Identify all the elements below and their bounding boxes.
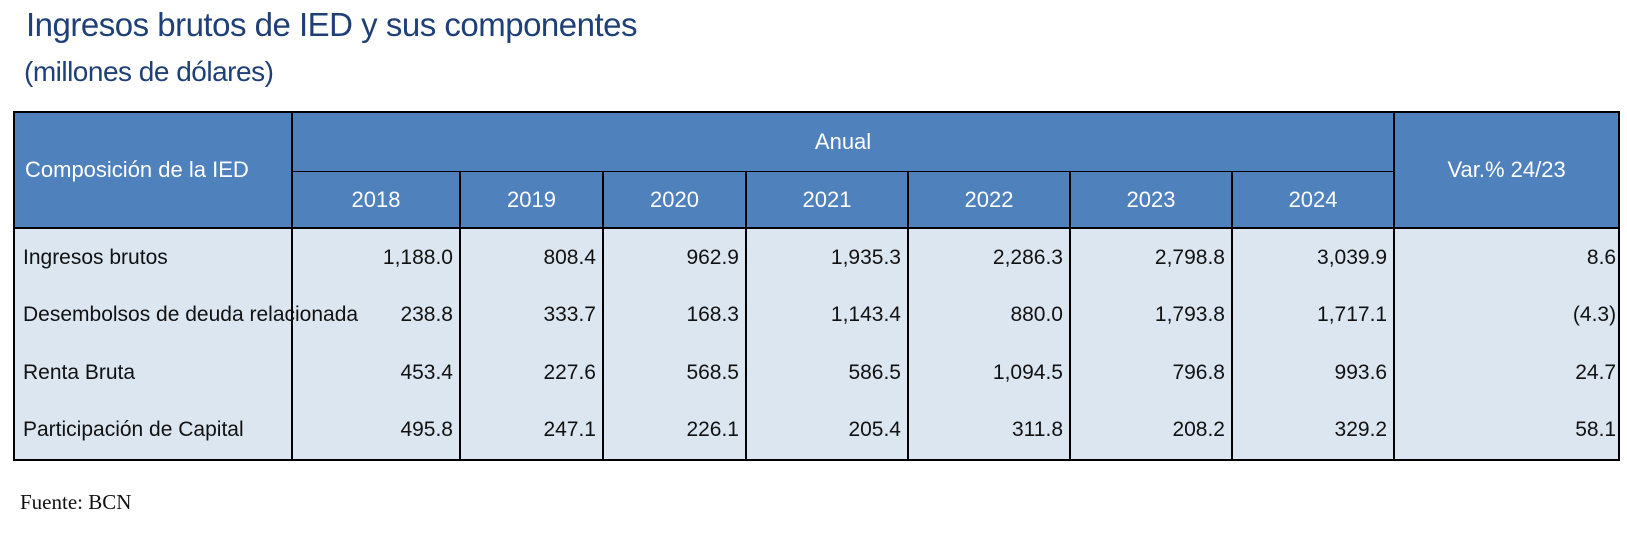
- cell-value-2018: 453.4: [292, 343, 461, 402]
- cell-value-2023: 2,798.8: [1070, 227, 1233, 287]
- table-row: Desembolsos de deuda relacionada 238.8 333…: [14, 286, 1621, 344]
- cell-value-2019: 227.6: [460, 343, 604, 402]
- cell-value-2024: 993.6: [1232, 343, 1396, 402]
- row-label: Desembolsos de deuda relacionada: [14, 286, 358, 344]
- row-label: Participación de Capital: [14, 401, 293, 460]
- cell-value-2020: 568.5: [603, 343, 747, 402]
- data-table: Composición de la IED Anual Var.% 24/23 …: [13, 111, 1621, 461]
- table-row: Renta Bruta 453.4 227.6 568.5 586.5 1,094.5 79…: [14, 343, 1621, 402]
- cell-value-2023: 1,793.8: [1070, 286, 1233, 344]
- cell-var: (4.3): [1394, 286, 1621, 344]
- header-group-label: Anual: [292, 112, 1396, 172]
- cell-value-2022: 311.8: [908, 401, 1071, 460]
- cell-value-2024: 329.2: [1232, 401, 1396, 460]
- cell-var: 8.6: [1394, 227, 1621, 287]
- source-note: Fuente: BCN: [20, 490, 132, 514]
- header-year-2020: 2020: [603, 171, 747, 228]
- cell-value-2022: 880.0: [908, 286, 1071, 344]
- table-header: Composición de la IED Anual Var.% 24/23 …: [14, 112, 1621, 228]
- header-var-label: Var.% 24/23: [1394, 112, 1621, 228]
- row-label: Renta Bruta: [14, 343, 293, 402]
- cell-value-2021: 1,935.3: [746, 227, 909, 287]
- cell-value-2024: 1,717.1: [1232, 286, 1396, 344]
- cell-value-2020: 226.1: [603, 401, 747, 460]
- header-year-2019: 2019: [460, 171, 604, 228]
- page-subtitle: (millones de dólares): [24, 56, 274, 87]
- header-year-2021: 2021: [746, 171, 909, 228]
- header-year-2018: 2018: [292, 171, 461, 228]
- cell-value-2018: 495.8: [292, 401, 461, 460]
- cell-value-2020: 168.3: [603, 286, 747, 344]
- cell-value-2021: 205.4: [746, 401, 909, 460]
- cell-value-2021: 586.5: [746, 343, 909, 402]
- table-row: Ingresos brutos 1,188.0 808.4 962.9 1,935.3 2…: [14, 227, 1621, 287]
- cell-value-2024: 3,039.9: [1232, 227, 1396, 287]
- cell-var: 24.7: [1394, 343, 1621, 402]
- header-row-label: Composición de la IED: [14, 112, 293, 228]
- cell-value-2019: 247.1: [460, 401, 604, 460]
- header-years-row: 2018 2019 2020 2021 2022 2023 2024: [14, 171, 1619, 228]
- header-year-2023: 2023: [1070, 171, 1233, 228]
- cell-var: 58.1: [1394, 401, 1621, 460]
- cell-value-2018: 1,188.0: [292, 227, 461, 287]
- header-year-2022: 2022: [908, 171, 1071, 228]
- cell-value-2023: 208.2: [1070, 401, 1233, 460]
- cell-value-2020: 962.9: [603, 227, 747, 287]
- cell-value-2019: 333.7: [460, 286, 604, 344]
- page-title: Ingresos brutos de IED y sus componentes: [26, 6, 638, 43]
- table-body: Ingresos brutos 1,188.0 808.4 962.9 1,935.3 2…: [14, 227, 1621, 460]
- table-row: Participación de Capital 495.8 247.1 226.1 2…: [14, 401, 1621, 460]
- cell-value-2019: 808.4: [460, 227, 604, 287]
- header-year-2024: 2024: [1232, 171, 1396, 228]
- row-label: Ingresos brutos: [14, 227, 293, 287]
- cell-value-2023: 796.8: [1070, 343, 1233, 402]
- cell-value-2022: 2,286.3: [908, 227, 1071, 287]
- cell-value-2022: 1,094.5: [908, 343, 1071, 402]
- cell-value-2018: 238.8: [292, 286, 461, 344]
- cell-value-2021: 1,143.4: [746, 286, 909, 344]
